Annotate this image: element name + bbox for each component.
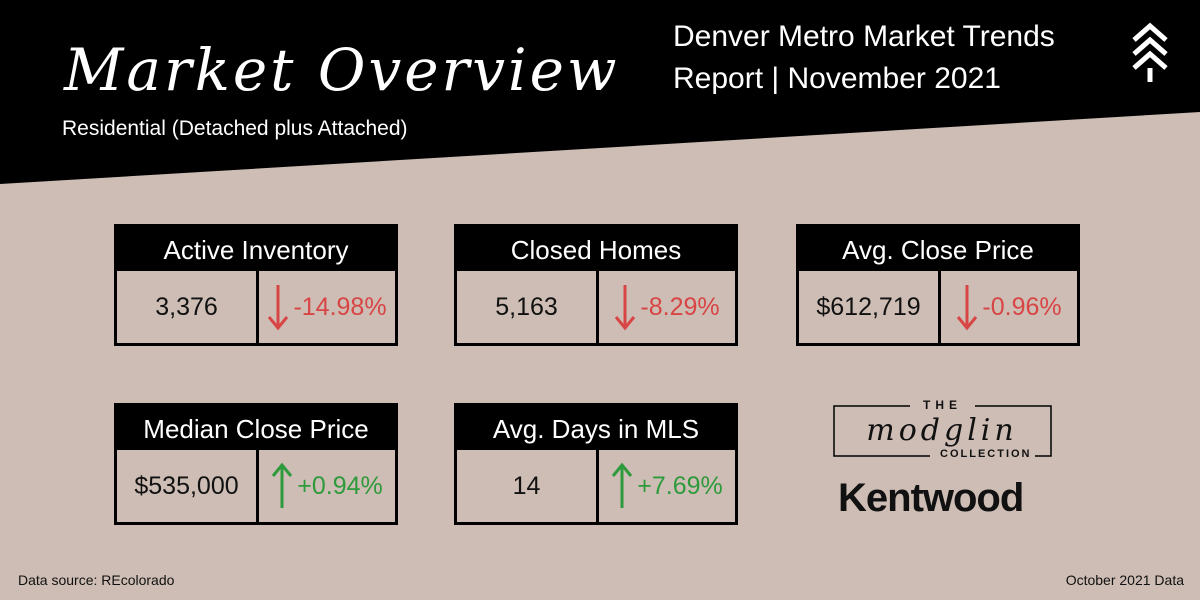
card-change: -14.98%: [259, 271, 395, 343]
svg-text:modglin: modglin: [866, 413, 1017, 448]
page-title: Market Overview: [63, 36, 620, 104]
svg-text:Market Overview: Market Overview: [63, 36, 620, 104]
logo-frame: [833, 405, 1052, 457]
card-title: Avg. Days in MLS: [457, 406, 735, 450]
subtitle: Residential (Detached plus Attached): [62, 117, 408, 140]
card-avg-days-in-mls: Avg. Days in MLS 14 +7.69%: [454, 403, 738, 525]
arrow-up-icon: [612, 462, 633, 508]
card-change-value: -14.98%: [293, 292, 387, 321]
logo-script: modglin: [866, 413, 1017, 448]
card-active-inventory: Active Inventory 3,376 -14.98%: [114, 224, 398, 346]
report-title: Denver Metro Market Trends Report | Nove…: [673, 16, 1055, 100]
arrow-up-icon: [272, 462, 293, 508]
card-value: $535,000: [117, 450, 259, 522]
data-date: October 2021 Data: [1065, 572, 1184, 588]
card-value: 14: [457, 450, 599, 522]
card-change-value: +7.69%: [637, 471, 723, 500]
arrow-down-icon: [957, 285, 978, 331]
arrow-down-icon: [615, 285, 636, 331]
card-median-close-price: Median Close Price $535,000 +0.94%: [114, 403, 398, 525]
arrow-down-icon: [268, 285, 289, 331]
logo-kentwood: Kentwood: [838, 476, 1024, 520]
card-value: 5,163: [457, 271, 599, 343]
card-change-value: -0.96%: [982, 292, 1062, 321]
report-title-line1: Denver Metro Market Trends: [673, 20, 1055, 53]
card-change: +0.94%: [259, 450, 395, 522]
card-value: 3,376: [117, 271, 259, 343]
logo-collection: COLLECTION: [940, 448, 1032, 460]
card-change-value: +0.94%: [297, 471, 383, 500]
card-change: -0.96%: [941, 271, 1077, 343]
card-value: $612,719: [799, 271, 941, 343]
header-banner: [0, 0, 1200, 184]
brand-logo: THE modglin COLLECTION Kentwood: [830, 398, 1055, 528]
card-title: Closed Homes: [457, 227, 735, 271]
logo-the: THE: [923, 398, 962, 412]
card-title: Avg. Close Price: [799, 227, 1077, 271]
chevron-up-logo-icon: [1132, 22, 1168, 82]
card-closed-homes: Closed Homes 5,163 -8.29%: [454, 224, 738, 346]
card-change-value: -8.29%: [640, 292, 720, 321]
card-avg-close-price: Avg. Close Price $612,719 -0.96%: [796, 224, 1080, 346]
data-source: Data source: REcolorado: [18, 572, 175, 588]
card-title: Median Close Price: [117, 406, 395, 450]
card-change: +7.69%: [599, 450, 735, 522]
card-change: -8.29%: [599, 271, 735, 343]
report-title-line2: Report | November 2021: [673, 62, 1001, 95]
card-title: Active Inventory: [117, 227, 395, 271]
